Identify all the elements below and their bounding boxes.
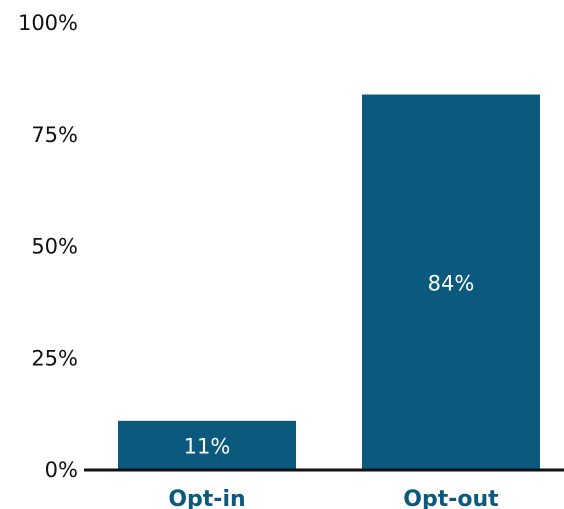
bar-value-label: 84% <box>428 271 475 295</box>
y-axis-tick-labels: 0% 25% 50% 75% 100% <box>18 11 78 482</box>
category-labels: Opt-in Opt-out <box>168 487 499 509</box>
bar-opt-out <box>362 94 540 471</box>
y-tick-label: 0% <box>45 458 78 482</box>
y-tick-label: 25% <box>31 346 78 370</box>
bars-group <box>118 94 540 471</box>
category-label: Opt-in <box>168 487 245 509</box>
category-label: Opt-out <box>403 487 499 509</box>
y-tick-label: 50% <box>31 235 78 259</box>
y-tick-label: 75% <box>31 123 78 147</box>
bar-value-label: 11% <box>184 434 231 458</box>
bar-opt-in <box>118 420 296 470</box>
y-tick-label: 100% <box>18 11 78 35</box>
bar-value-labels: 11% 84% <box>184 271 475 458</box>
